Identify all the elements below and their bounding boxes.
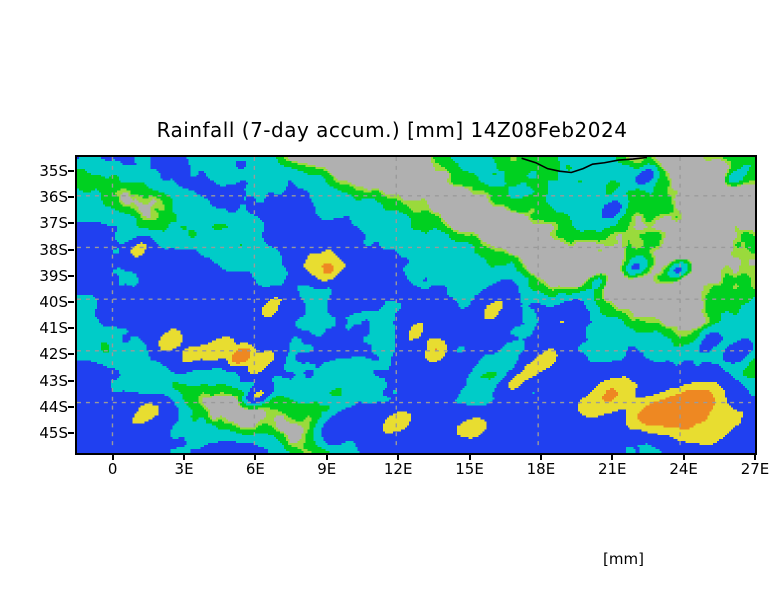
y-tick-label: 37S: [39, 214, 68, 233]
rainfall-raster: [77, 157, 755, 453]
x-tick-mark: [468, 454, 471, 460]
y-tick-label: 44S: [39, 397, 68, 416]
x-tick-mark: [611, 454, 614, 460]
y-tick-label: 38S: [39, 240, 68, 259]
x-tick-mark: [539, 454, 542, 460]
y-tick-mark: [68, 301, 74, 304]
x-tick-label: 0: [107, 460, 118, 478]
y-tick-mark: [68, 222, 74, 225]
colorbar: [mm]: [160, 528, 680, 578]
x-tick-mark: [682, 454, 685, 460]
x-tick-label: 21E: [597, 460, 627, 478]
x-tick-mark: [183, 454, 186, 460]
x-tick-mark: [754, 454, 756, 460]
y-tick-mark: [68, 170, 74, 173]
x-tick-label: 27E: [740, 460, 770, 478]
colorbar-swatches: [160, 528, 680, 550]
x-tick-label: 9E: [317, 460, 337, 478]
y-axis-ticks: 35S 36S 37S 38S 39S 40S 41S 42S 43S 44S 45S: [10, 155, 74, 455]
y-tick-label: 40S: [39, 293, 68, 312]
colorbar-unit-label: [mm]: [603, 550, 644, 568]
x-tick-mark: [397, 454, 400, 460]
x-tick-label: 12E: [383, 460, 413, 478]
x-tick-label: 3E: [174, 460, 194, 478]
y-tick-label: 45S: [39, 424, 68, 443]
y-tick-mark: [68, 196, 74, 199]
x-tick-mark: [254, 454, 257, 460]
y-tick-label: 36S: [39, 188, 68, 207]
y-tick-mark: [68, 248, 74, 251]
y-tick-label: 39S: [39, 266, 68, 285]
y-tick-mark: [68, 405, 74, 408]
y-tick-mark: [68, 432, 74, 435]
x-tick-label: 6E: [245, 460, 265, 478]
y-tick-label: 43S: [39, 371, 68, 390]
x-tick-label: 24E: [669, 460, 698, 478]
y-tick-label: 35S: [39, 162, 68, 181]
x-tick-label: 15E: [455, 460, 484, 478]
y-tick-label: 41S: [39, 319, 68, 338]
y-tick-mark: [68, 327, 74, 330]
rainfall-map-plot: [75, 155, 757, 455]
y-tick-label: 42S: [39, 345, 68, 364]
x-tick-mark: [325, 454, 328, 460]
x-tick-label: 18E: [526, 460, 556, 478]
x-tick-mark: [111, 454, 114, 460]
y-tick-mark: [68, 274, 74, 277]
x-axis-ticks: 0 3E 6E 9E 12E 15E 18E 21E 24E 27E: [75, 454, 769, 484]
chart-title: Rainfall (7-day accum.) [mm] 14Z08Feb202…: [156, 118, 628, 142]
y-tick-mark: [68, 353, 74, 356]
y-tick-mark: [68, 379, 74, 382]
